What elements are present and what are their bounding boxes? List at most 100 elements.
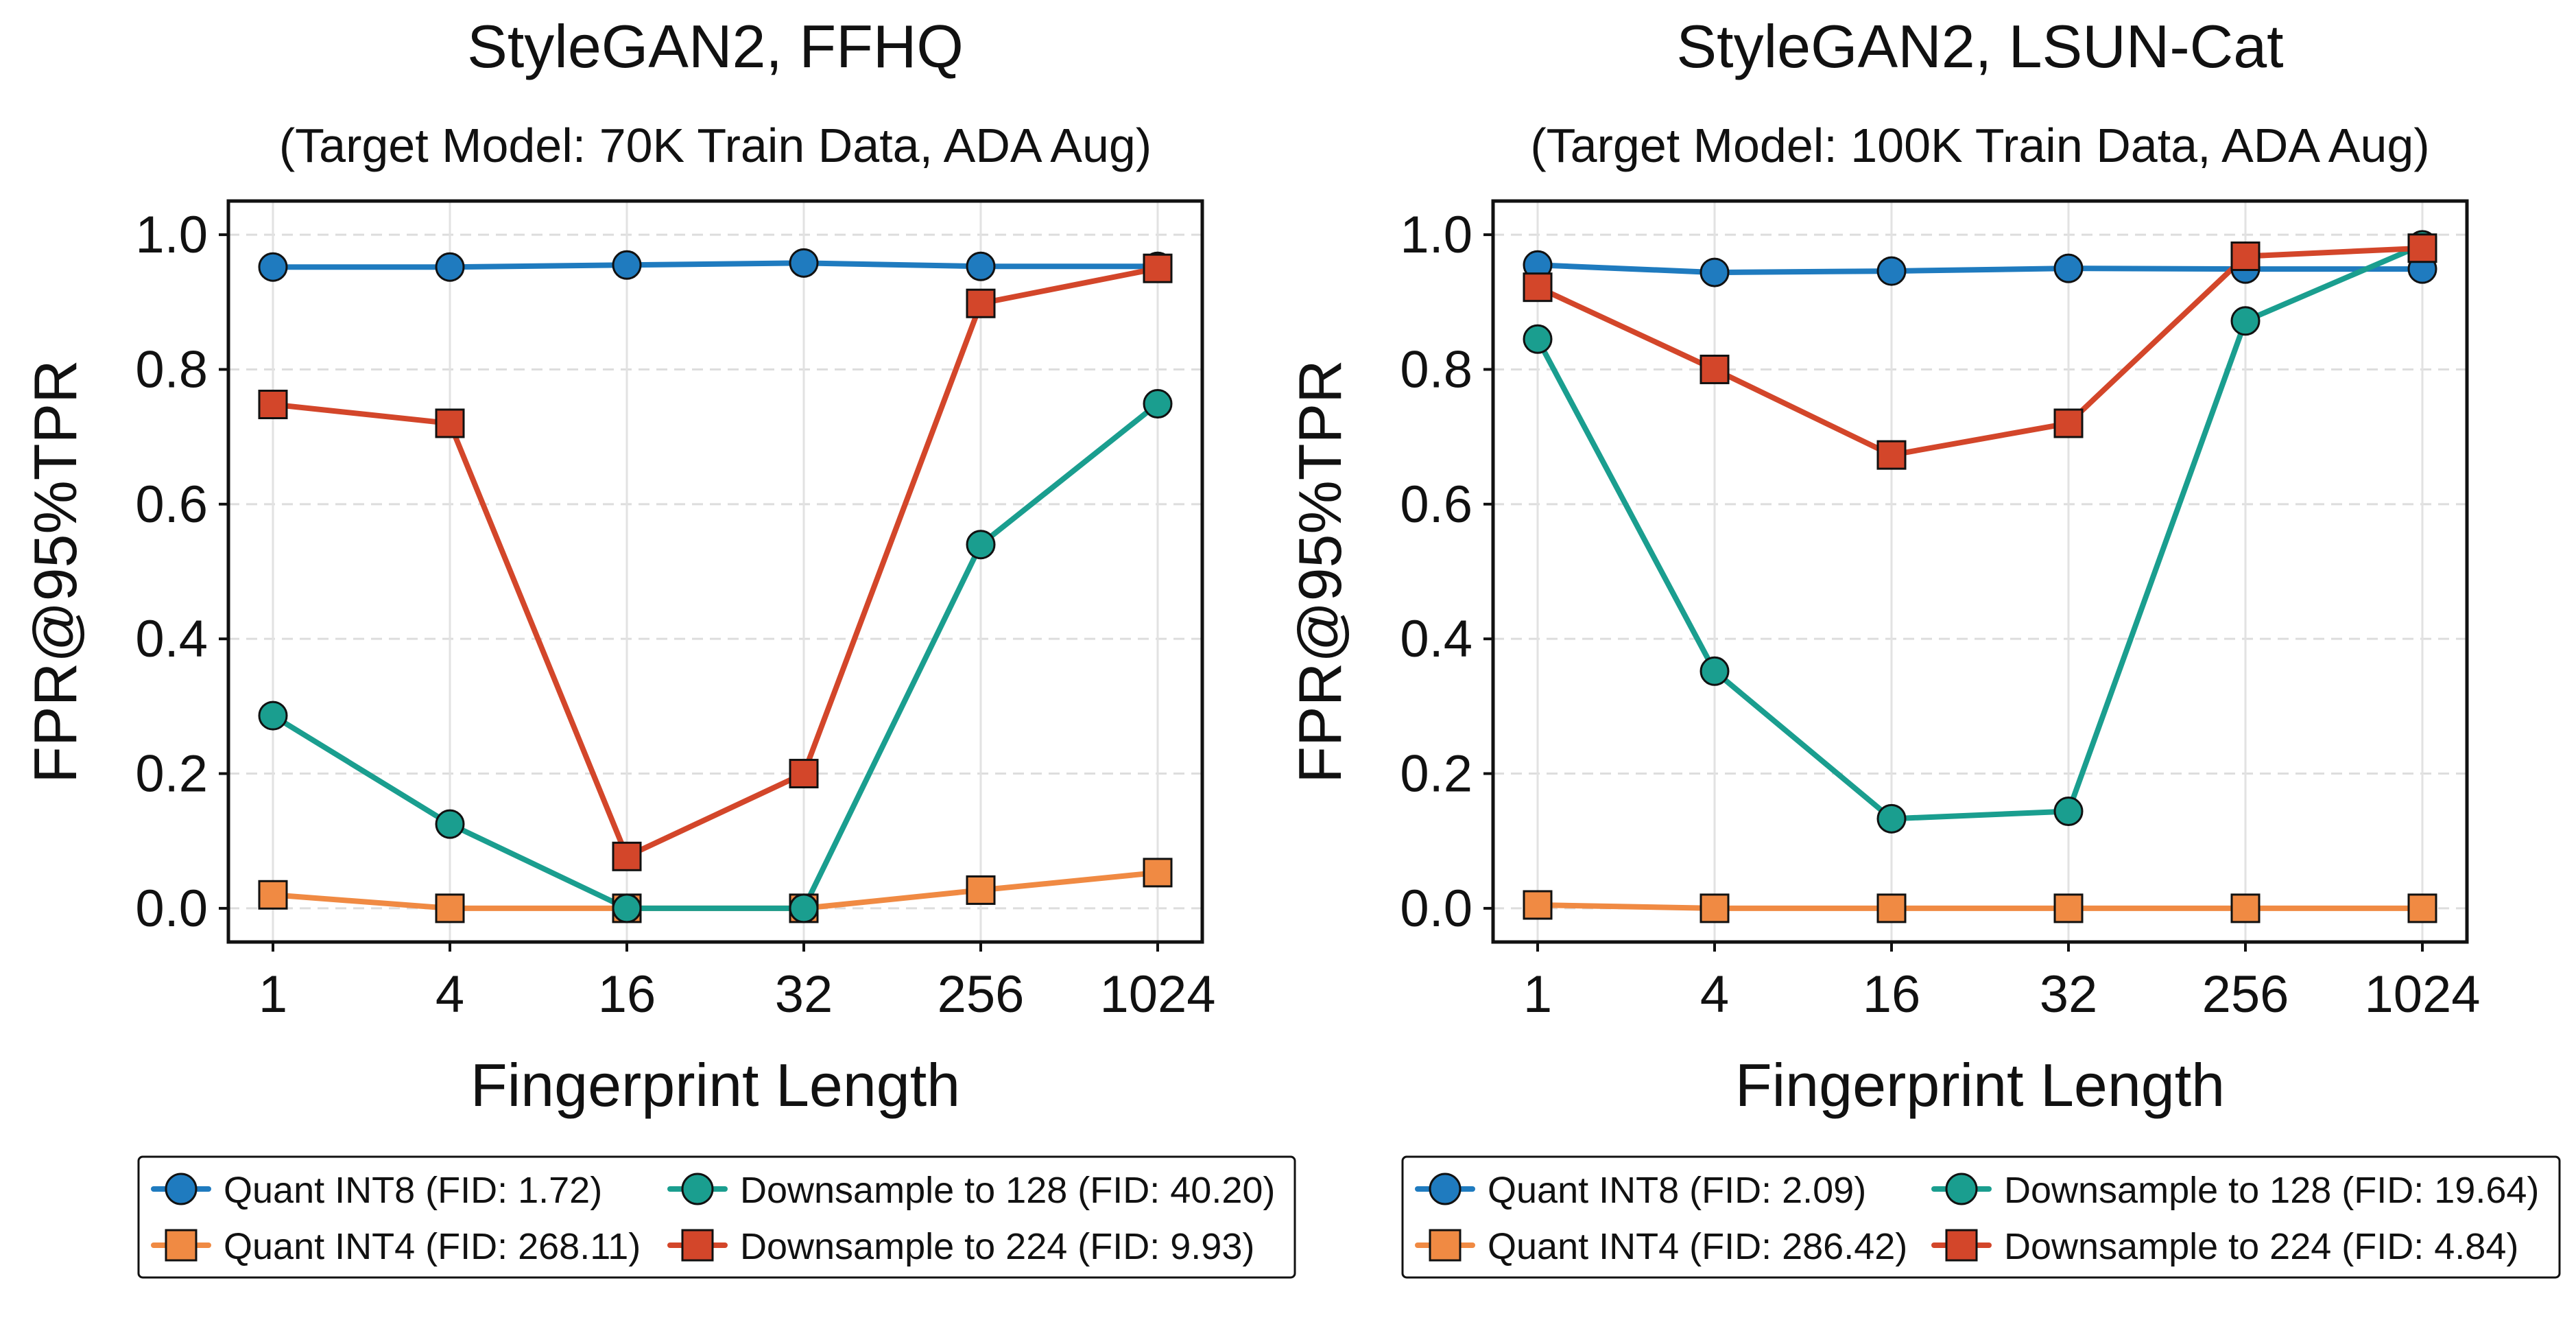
data-point — [2053, 797, 2084, 827]
data-point — [2230, 306, 2261, 336]
data-point — [435, 893, 465, 923]
legend-frame — [1401, 1155, 2561, 1279]
chart-subtitle: (Target Model: 70K Train Data, ADA Aug) — [279, 119, 1152, 172]
data-point — [1876, 803, 1907, 834]
x-tick-label: 16 — [1863, 965, 1921, 1024]
data-point — [966, 251, 996, 281]
series-line — [270, 260, 1160, 270]
data-point — [1700, 893, 1730, 923]
legend-label: Downsample to 128 (FID: 40.20) — [740, 1170, 1275, 1211]
x-tick-label: 16 — [598, 965, 656, 1024]
y-tick-label: 0.2 — [1400, 745, 1472, 803]
legend-label: Quant INT4 (FID: 268.11) — [224, 1226, 641, 1267]
series-line — [270, 869, 1160, 911]
data-point — [2407, 233, 2437, 263]
legend-frame — [137, 1155, 1296, 1279]
data-point — [789, 759, 819, 789]
data-point — [435, 252, 465, 282]
x-tick-label: 256 — [2202, 965, 2289, 1024]
data-point — [1143, 253, 1173, 283]
x-tick-label: 1 — [1523, 965, 1552, 1024]
plot-frame — [1491, 199, 2469, 944]
data-point — [1143, 858, 1173, 888]
x-tick-label: 1024 — [2364, 965, 2480, 1024]
legend-item: Downsample to 224 (FID: 4.84) — [1931, 1226, 2518, 1267]
data-point — [612, 250, 642, 280]
legend-marker — [165, 1173, 198, 1205]
data-point — [1700, 354, 1730, 384]
data-point — [1876, 893, 1907, 923]
y-tick-label: 0.6 — [1400, 475, 1472, 534]
y-tick-label: 0.8 — [1400, 340, 1472, 399]
data-point — [2230, 242, 2261, 272]
legend-label: Downsample to 128 (FID: 19.64) — [2004, 1170, 2539, 1211]
series-line — [1535, 902, 2425, 911]
x-tick-label: 1 — [259, 965, 287, 1024]
y-axis-label: FPR@95%TPR — [1286, 360, 1354, 783]
legend-label: Downsample to 224 (FID: 4.84) — [2004, 1226, 2518, 1267]
data-point — [1700, 257, 1730, 287]
data-point — [258, 390, 288, 420]
series-line — [1535, 245, 2425, 458]
legend-marker — [681, 1229, 714, 1262]
legend-marker — [1429, 1173, 1462, 1205]
y-tick-label: 1.0 — [1400, 206, 1472, 264]
y-tick-label: 1.0 — [135, 206, 208, 264]
y-tick-label: 0.6 — [135, 475, 208, 534]
data-point — [1523, 272, 1553, 303]
data-point — [2053, 893, 2084, 923]
x-tick-label: 4 — [436, 965, 464, 1024]
x-tick-label: 1024 — [1099, 965, 1215, 1024]
y-tick-label: 0.8 — [135, 340, 208, 399]
y-tick-label: 0.0 — [1400, 880, 1472, 938]
legend-marker — [1945, 1229, 1978, 1262]
legend-label: Quant INT8 (FID: 1.72) — [224, 1170, 602, 1211]
legend-item: Quant INT8 (FID: 1.72) — [151, 1170, 602, 1211]
legend-item: Downsample to 224 (FID: 9.93) — [667, 1226, 1254, 1267]
series-line — [1535, 262, 2425, 276]
data-point — [612, 841, 642, 871]
plot-frame — [226, 199, 1204, 944]
y-tick-label: 0.4 — [135, 610, 208, 668]
x-axis-label: Fingerprint Length — [1735, 1051, 2225, 1119]
legend-marker — [681, 1173, 714, 1205]
data-point — [1143, 389, 1173, 419]
data-point — [258, 880, 288, 910]
chart-title: StyleGAN2, LSUN-Cat — [1676, 12, 2283, 80]
x-tick-label: 4 — [1700, 965, 1729, 1024]
data-point — [2407, 893, 2437, 923]
legend-marker — [165, 1229, 198, 1262]
y-axis-label: FPR@95%TPR — [21, 360, 89, 783]
series-line — [270, 266, 1160, 860]
data-point — [789, 893, 819, 923]
y-tick-label: 0.2 — [135, 745, 208, 803]
data-point — [258, 700, 288, 731]
data-point — [2053, 408, 2084, 438]
data-point — [1876, 256, 1907, 286]
data-point — [435, 809, 465, 839]
legend-item: Downsample to 128 (FID: 19.64) — [1931, 1170, 2539, 1211]
legend-label: Downsample to 224 (FID: 9.93) — [740, 1226, 1254, 1267]
legend-marker — [1429, 1229, 1462, 1262]
chart-subtitle: (Target Model: 100K Train Data, ADA Aug) — [1530, 119, 2429, 172]
data-point — [435, 408, 465, 438]
x-axis-label: Fingerprint Length — [470, 1051, 960, 1119]
chart-title: StyleGAN2, FFHQ — [467, 12, 964, 80]
legend-item: Quant INT4 (FID: 268.11) — [151, 1226, 641, 1267]
data-point — [1876, 440, 1907, 470]
data-point — [612, 893, 642, 923]
chart-panel-ffhq: StyleGAN2, FFHQ (Target Model: 70K Train … — [21, 12, 1296, 1279]
x-tick-label: 256 — [938, 965, 1025, 1024]
legend-label: Quant INT8 (FID: 2.09) — [1488, 1170, 1866, 1211]
legend-item: Quant INT4 (FID: 286.42) — [1415, 1226, 1907, 1267]
legend-marker — [1945, 1173, 1978, 1205]
x-tick-label: 32 — [2040, 965, 2098, 1024]
legend: Quant INT8 (FID: 1.72) Quant INT4 (FID: 2… — [137, 1155, 1296, 1279]
data-point — [966, 530, 996, 560]
series-line — [270, 401, 1160, 911]
data-point — [1700, 656, 1730, 686]
x-tick-label: 32 — [775, 965, 833, 1024]
data-point — [258, 252, 288, 282]
legend-item: Quant INT8 (FID: 2.09) — [1415, 1170, 1866, 1211]
